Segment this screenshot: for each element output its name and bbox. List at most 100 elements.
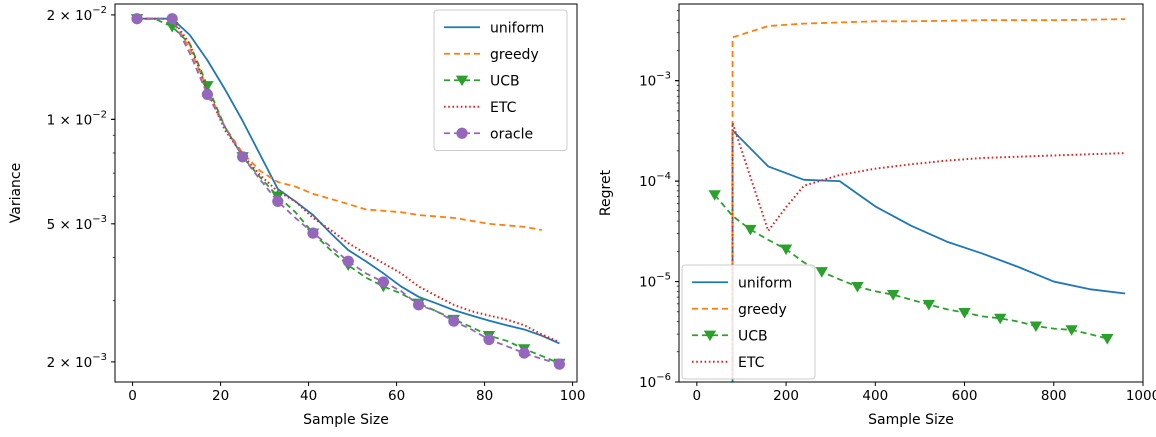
legend: uniform greedy UCB ETC [681,264,816,380]
point-UCB [1065,325,1078,336]
y-tick-base: 10 [639,74,656,90]
y-tick-mantissa: 2 [47,355,56,371]
point-oracle [413,299,425,311]
legend: uniform greedy UCB ETC oracle [433,9,568,151]
y-tick-mantissa: 1 [47,112,56,128]
y-tick-exponent: −3 [656,71,671,82]
point-UCB [708,190,721,201]
point-oracle [131,13,143,25]
point-oracle [483,333,495,346]
point-UCB [744,224,757,236]
legend-box [433,9,568,151]
y-tick-base: 10 [639,174,656,190]
plot-area [130,13,566,370]
series-line-ETC [731,121,1126,382]
y-axis-title: Regret [598,169,614,216]
legend-label: ETC [490,100,517,116]
y-tick-label: 2 × 10−3 [47,352,107,371]
y-tick-base: 10 [639,375,656,391]
point-UCB [815,267,828,278]
legend-marker [455,75,469,87]
y-tick-times: × 10 [55,217,92,233]
legend-label: ETC [738,355,765,371]
legend-label: UCB [738,328,768,344]
y-tick-exponent: −2 [92,109,107,120]
legend-box [681,264,816,380]
point-oracle [342,255,354,267]
point-oracle [377,276,389,288]
y-tick-label: 1 × 10−2 [47,109,107,128]
x-tick-label: 200 [773,388,799,404]
y-tick-label: 10−6 [639,372,671,391]
y-tick-label: 10−5 [639,272,671,291]
point-UCB [922,299,936,311]
point-UCB [994,313,1007,325]
point-UCB [1029,321,1043,333]
y-tick-base: 10 [639,275,656,291]
point-UCB [1101,334,1114,345]
point-UCB [779,244,793,256]
point-oracle [237,151,249,163]
series-line-UCB [714,194,1108,340]
point-oracle [448,315,460,327]
x-tick-label: 60 [388,388,405,404]
axes-frame [114,3,578,383]
point-oracle [518,347,530,359]
regret-chart: 0 200 400 600 800 100010−610−510−410−3Sample … [598,3,1156,428]
point-UCB [886,290,900,301]
point-oracle [166,13,178,25]
x-tick-label: 80 [476,388,493,404]
x-tick-label: 20 [212,388,229,404]
y-tick-times: × 10 [55,112,92,128]
point-oracle [307,227,319,239]
y-tick-mantissa: 5 [47,217,56,233]
point-UCB [851,281,864,293]
legend-label: greedy [490,47,539,63]
series-line-greedy [731,18,1126,382]
y-tick-exponent: −2 [92,5,107,16]
series-line-ETC [137,17,560,344]
legend-marker [703,330,717,342]
y-tick-exponent: −3 [92,352,107,363]
point-UCB [958,308,971,319]
axes-frame [678,3,1144,383]
y-tick-times: × 10 [55,8,92,24]
legend-label: UCB [490,73,520,89]
x-tick-label: 600 [952,388,978,404]
x-axis-title: Sample Size [868,412,954,428]
x-tick-label: 0 [693,388,702,404]
series-line-greedy [137,17,542,231]
y-tick-mantissa: 2 [47,8,56,24]
plot-area [708,18,1126,382]
y-axis-title: Variance [8,163,24,223]
y-tick-label: 2 × 10−2 [47,5,107,24]
x-tick-label: 0 [128,388,137,404]
x-tick-label: 400 [862,388,888,404]
series-line-uniform [731,129,1126,382]
legend-marker [456,127,468,139]
y-tick-exponent: −5 [656,272,671,283]
point-UCB [201,81,214,92]
point-oracle [272,195,284,208]
x-tick-label: 40 [300,388,317,404]
y-tick-exponent: −3 [92,214,107,225]
y-tick-exponent: −4 [656,171,671,182]
y-tick-label: 10−4 [639,171,671,190]
y-tick-label: 5 × 10−3 [47,214,107,233]
y-tick-exponent: −6 [656,372,671,383]
x-tick-label: 1000 [1126,388,1156,404]
y-tick-times: × 10 [55,355,92,371]
series-line-uniform [137,17,560,345]
x-axis-title: Sample Size [303,412,389,428]
x-tick-label: 800 [1041,388,1067,404]
y-tick-label: 10−3 [639,71,671,90]
point-oracle [201,88,213,101]
legend-label: uniform [490,20,544,36]
point-oracle [553,358,566,370]
x-tick-label: 100 [560,388,586,404]
legend-label: greedy [738,302,787,318]
legend-label: uniform [738,275,792,291]
legend-label: oracle [490,126,533,142]
